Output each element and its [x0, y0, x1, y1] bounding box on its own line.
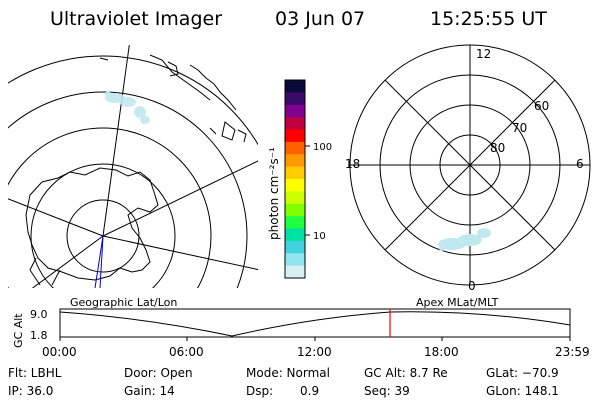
- colorbar-swatch: [285, 92, 305, 106]
- alt-xtick-1800: 18:00: [424, 345, 459, 359]
- glat-info: GLat: −70.9: [486, 366, 559, 380]
- geo-map: [8, 45, 258, 289]
- door-info: Door: Open: [124, 366, 193, 380]
- colorbar-swatch: [285, 253, 305, 267]
- colorbar-swatch: [285, 80, 305, 93]
- colorbar-swatch: [285, 240, 305, 254]
- gain-info: Gain: 14: [124, 384, 175, 398]
- filter-info: Flt: LBHL: [8, 366, 62, 380]
- colorbar-swatch: [285, 129, 305, 143]
- colorbar-swatch: [285, 216, 305, 229]
- colorbar-swatch: [285, 141, 305, 155]
- colorbar: 100 10 photon cm⁻²s⁻¹: [267, 79, 332, 279]
- altitude-plot: GC Alt 9.0 1.8 00:00 06:00 12:00 18:00 2…: [12, 308, 590, 359]
- mode-info: Mode: Normal: [246, 366, 330, 380]
- alt-xtick-0000: 00:00: [42, 345, 77, 359]
- colorbar-swatch: [285, 154, 305, 168]
- gc-alt-info: GC Alt: 8.7 Re: [364, 366, 448, 380]
- header-date: 03 Jun 07: [275, 8, 366, 30]
- header-time: 15:25:55 UT: [430, 8, 547, 30]
- header-title: Ultraviolet Imager: [50, 8, 223, 30]
- dsp-info: Dsp:: [246, 384, 274, 398]
- alt-ytick-high: 9.0: [30, 308, 48, 321]
- mlt-12-label: 12: [476, 47, 491, 61]
- colorbar-swatch: [285, 265, 305, 279]
- colorbar-swatch: [285, 179, 305, 192]
- alt-xtick-0600: 06:00: [169, 345, 204, 359]
- mlt-18-label: 18: [345, 157, 360, 171]
- apex-map-label: Apex MLat/MLT: [416, 296, 499, 309]
- glon-info: GLon: 148.1: [486, 384, 559, 398]
- colorbar-swatch: [285, 117, 305, 130]
- colorbar-unit-label: photon cm⁻²s⁻¹: [267, 147, 281, 240]
- ip-info: IP: 36.0: [8, 384, 54, 398]
- mlt-6-label: 6: [576, 157, 584, 171]
- colorbar-tick-10: 10: [313, 231, 326, 242]
- alt-xtick-1200: 12:00: [297, 345, 332, 359]
- alt-ytick-low: 1.8: [30, 329, 48, 342]
- colorbar-swatch: [285, 203, 305, 217]
- colorbar-swatch: [285, 191, 305, 205]
- dsp-value: 0.9: [300, 384, 320, 398]
- mlt-0-label: 0: [468, 279, 476, 293]
- mlat-80-label: 80: [490, 141, 505, 155]
- apex-polar-plot: [349, 44, 591, 286]
- colorbar-tick-100: 100: [313, 142, 332, 153]
- seq-info: Seq: 39: [364, 384, 410, 398]
- colorbar-swatch: [285, 228, 305, 242]
- geo-map-label: Geographic Lat/Lon: [70, 296, 178, 309]
- geo-aurora: [105, 91, 150, 124]
- colorbar-swatch: [285, 166, 305, 180]
- mlat-70-label: 70: [512, 121, 527, 135]
- apex-aurora: [438, 228, 491, 251]
- colorbar-swatch: [285, 104, 305, 118]
- alt-ylabel: GC Alt: [12, 313, 25, 348]
- colorbar-swatches: [285, 80, 305, 279]
- alt-xtick-2359: 23:59: [555, 345, 590, 359]
- mlat-60-label: 60: [534, 99, 549, 113]
